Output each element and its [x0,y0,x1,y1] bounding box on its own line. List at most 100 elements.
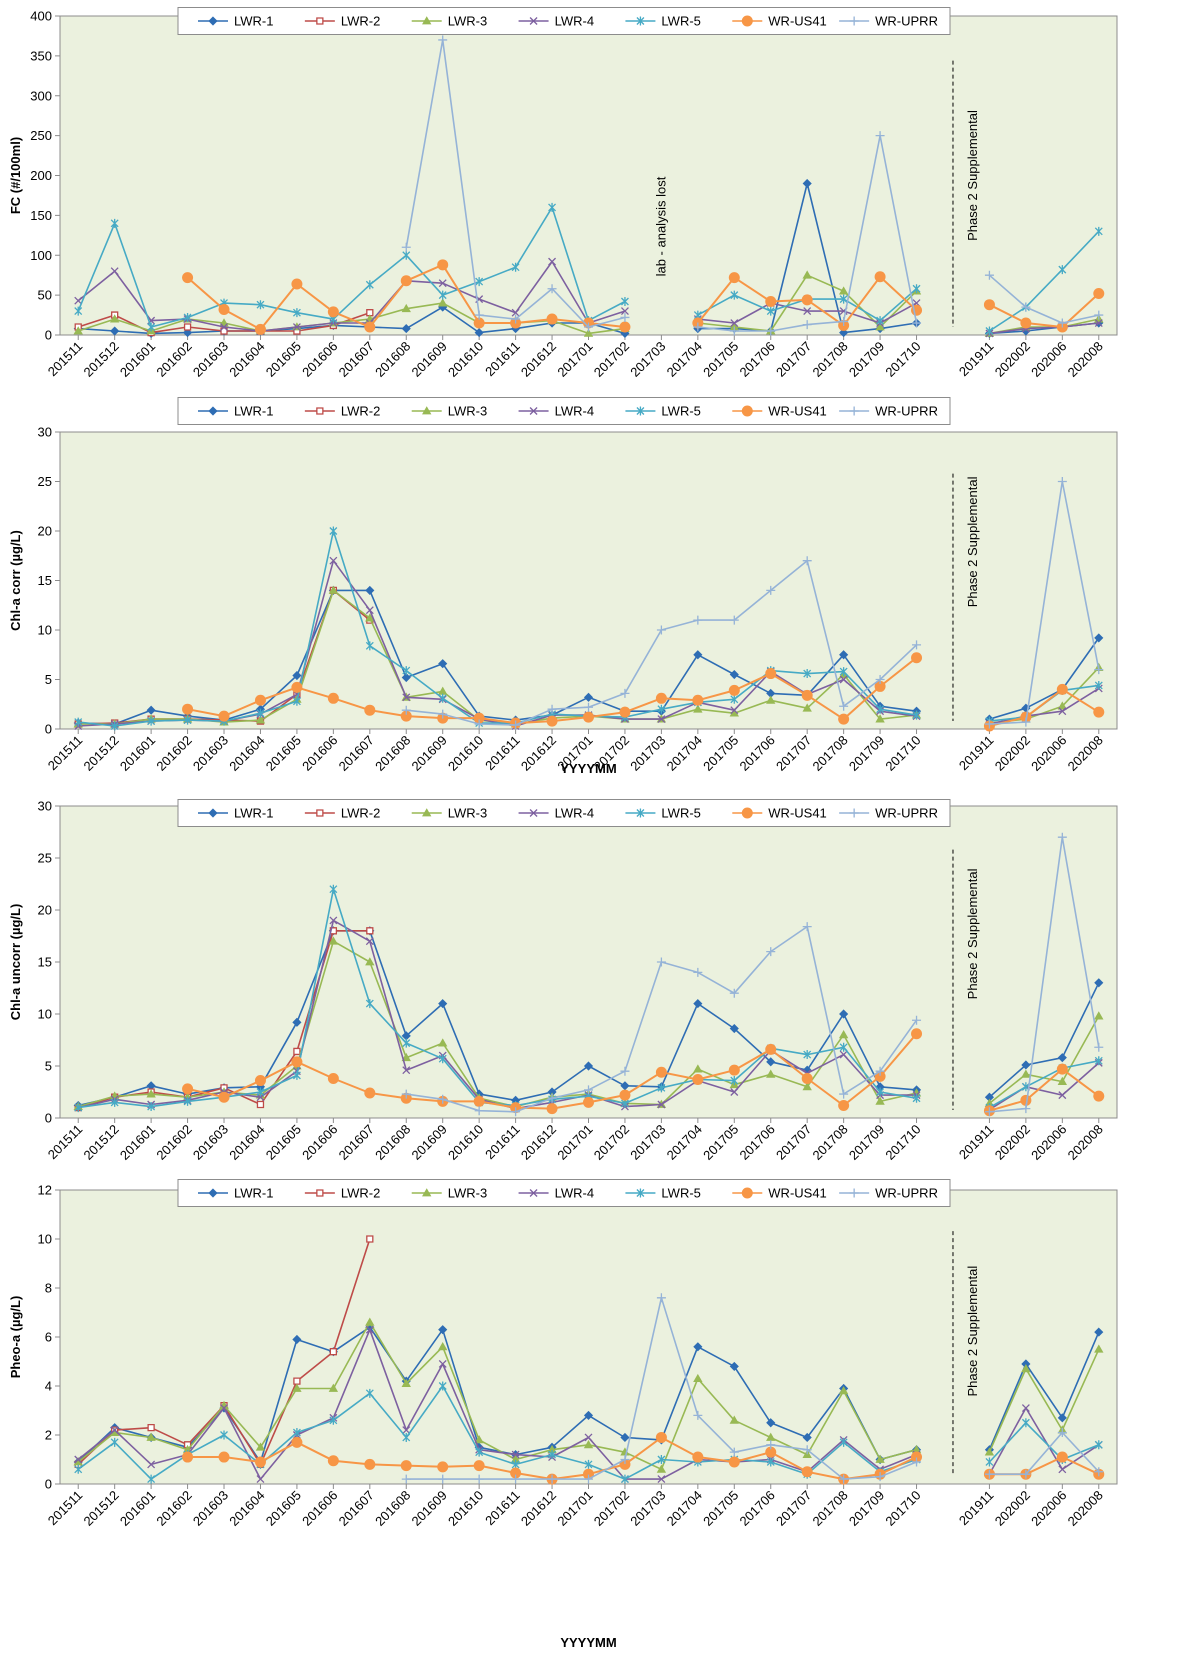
y-tick-label: 0 [45,1111,52,1126]
marker [110,267,119,276]
marker [1021,1104,1031,1114]
y-axis-label: Chl-a uncorr (µg/L) [8,904,23,1021]
marker [692,1451,704,1463]
marker [437,259,449,271]
marker [801,294,813,306]
marker [218,1091,230,1103]
marker [620,1455,630,1464]
marker [730,1076,739,1086]
y-tick-label: 4 [45,1379,52,1394]
marker [511,314,521,324]
marker [619,321,631,333]
marker [473,712,485,724]
marker [365,585,375,595]
marker [1094,310,1104,320]
marker [1057,318,1067,328]
x-tick-label: 201611 [482,339,523,380]
annotation: Phase 2 Supplemental [965,868,980,999]
marker [546,1103,558,1115]
marker [1094,1344,1104,1353]
legend-label: LWR-1 [234,404,273,419]
x-tick-label: 201607 [336,1488,377,1529]
x-tick-label: 201610 [445,339,486,380]
marker [438,298,448,307]
marker [218,1451,230,1463]
legend-label: WR-US41 [768,806,827,821]
marker [510,1467,522,1479]
marker [438,290,447,300]
annotation: Phase 2 Supplemental [965,476,980,607]
x-axis-label: YYYYMM [560,1635,616,1650]
marker [657,715,666,724]
marker [292,1334,302,1345]
series-line [77,1321,1100,1471]
marker [256,708,265,718]
legend-label: LWR-4 [555,1186,594,1201]
marker [401,1052,411,1062]
marker [912,1015,922,1025]
x-tick-label: 201703 [627,733,668,774]
marker [292,1428,301,1438]
marker [729,1361,739,1371]
marker [401,672,411,683]
marker [548,1450,557,1460]
marker [366,309,374,317]
x-tick-label: 201710 [882,1122,923,1163]
x-tick-label: 201604 [226,1488,267,1529]
marker [183,323,192,331]
legend-marker [529,809,538,817]
marker [74,717,83,727]
marker [511,1107,521,1117]
x-tick-label: 201609 [409,339,450,380]
marker [218,303,230,315]
marker [583,1096,594,1108]
marker [876,704,885,714]
marker [620,1432,630,1443]
x-tick-label: 201702 [591,1488,632,1529]
x-tick-label: 201602 [153,1122,194,1163]
plot-area [59,805,1118,1119]
marker [766,326,776,336]
y-tick-label: 5 [45,1059,52,1074]
x-tick-label: 202006 [1028,339,1069,380]
y-tick-label: 10 [38,1007,52,1022]
marker [475,1447,484,1457]
marker [256,1087,265,1097]
marker [1058,1091,1067,1100]
marker [475,277,484,287]
marker [692,1074,704,1086]
x-tick-label: 201705 [700,1122,741,1163]
legend-label: WR-US41 [768,14,827,29]
marker [838,1029,849,1039]
marker [438,1381,447,1391]
legend-marker [208,16,218,26]
marker [255,715,266,724]
x-tick-label: 201704 [664,339,705,380]
marker [912,1093,921,1103]
marker [912,284,921,294]
x-tick-label: 201702 [591,339,632,380]
marker [438,693,447,703]
x-tick-label: 201511 [45,339,86,380]
marker [765,296,777,308]
x-tick-label: 201611 [482,1122,523,1163]
marker [620,1474,629,1484]
legend-label: LWR-2 [341,14,380,29]
marker [1057,1428,1067,1438]
legend-marker [208,1188,218,1198]
marker [729,615,739,625]
marker [730,290,739,300]
legend-marker [208,808,218,818]
marker [1094,1011,1104,1020]
x-tick-label: 202002 [992,733,1033,774]
marker [365,1388,374,1398]
marker [1094,226,1103,236]
x-tick-label: 201703 [627,339,668,380]
x-tick-label: 201709 [846,733,887,774]
legend-label: WR-UPRR [875,806,938,821]
marker [839,316,849,326]
marker [146,705,156,715]
marker [182,703,194,715]
x-tick-label: 201512 [81,1488,122,1529]
y-tick-label: 10 [38,623,52,638]
